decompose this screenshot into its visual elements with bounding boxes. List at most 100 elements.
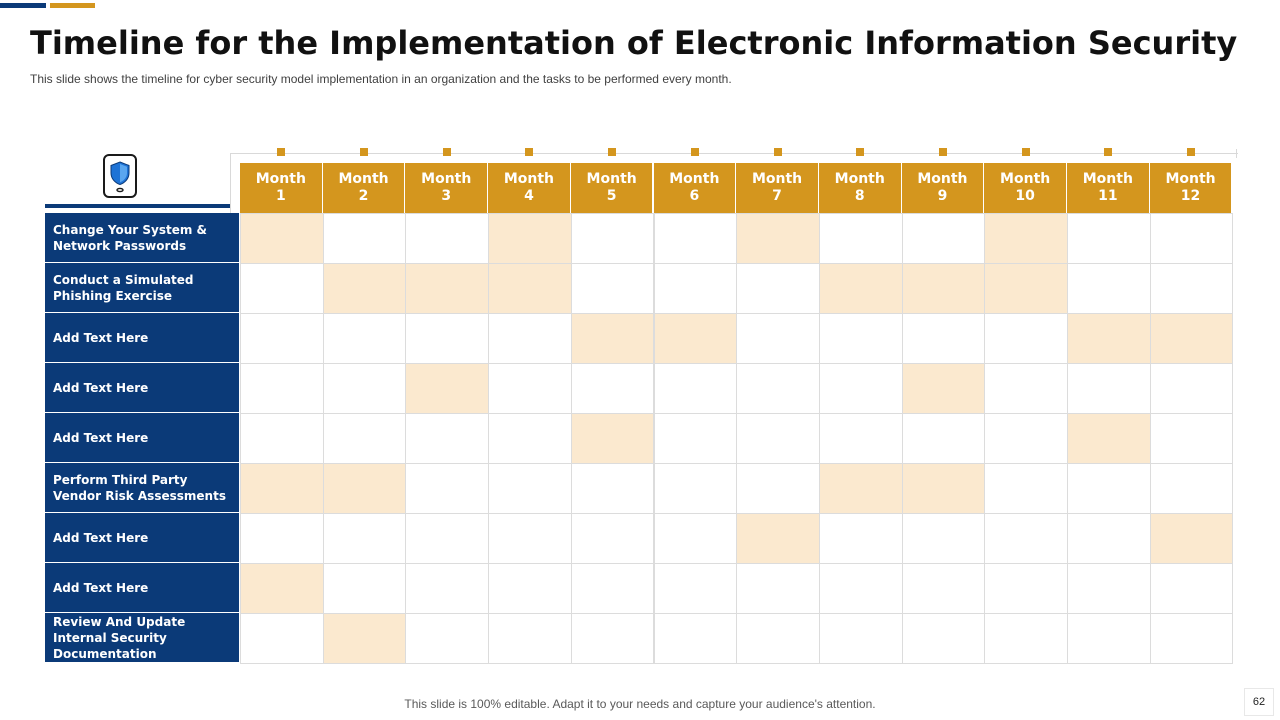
schedule-cell [736,363,820,414]
month-header: Month 6 [653,163,737,213]
schedule-cell [240,313,324,364]
timeline-marker [277,148,286,156]
schedule-cell [818,613,903,664]
schedule-cell [736,413,820,464]
schedule-cell [570,213,655,264]
schedule-cell-active [488,213,572,264]
schedule-cell-active [322,263,407,314]
schedule-cell [1149,613,1234,664]
month-label: Month [751,171,803,187]
timeline-marker [1104,148,1113,156]
schedule-cell-active [1067,313,1151,364]
month-header: Month 2 [322,163,406,213]
month-label: Month [586,171,637,187]
schedule-cell [405,563,490,614]
timeline-marker [1021,148,1030,156]
schedule-cell-active [570,313,655,364]
schedule-cell [1067,563,1151,614]
schedule-cell [570,563,655,614]
schedule-cell [1149,363,1234,414]
schedule-cell-active [1149,513,1234,564]
task-label: Add Text Here [45,313,239,362]
timeline-marker [856,148,865,156]
schedule-cell [984,363,1068,414]
schedule-cell [818,563,903,614]
schedule-cell-active [322,463,407,514]
schedule-cell [984,513,1068,564]
schedule-cell [736,313,820,364]
schedule-cell-active [1149,313,1234,364]
footer-note: This slide is 100% editable. Adapt it to… [404,697,876,711]
month-number: 7 [772,188,782,204]
month-header: Month 8 [818,163,902,213]
schedule-cell [901,313,986,364]
schedule-cell [322,313,407,364]
schedule-cell [1067,513,1151,564]
schedule-cell [818,363,903,414]
month-label: Month [1000,171,1051,187]
schedule-cell [1067,363,1151,414]
schedule-cell [322,363,407,414]
month-number: 5 [606,188,617,204]
schedule-cell [488,363,572,414]
schedule-cell [240,513,324,564]
month-number: 4 [524,188,534,204]
month-label: Month [834,171,885,187]
schedule-cell-active [736,213,820,264]
month-number: 12 [1180,188,1201,204]
schedule-cell-active [818,263,903,314]
schedule-cell [901,413,986,464]
schedule-cell-active [240,463,324,514]
schedule-cell-active [488,263,572,314]
schedule-cell [570,363,655,414]
schedule-cell [1149,563,1234,614]
schedule-cell [653,513,738,564]
schedule-cell [901,563,986,614]
schedule-cell-active [653,313,738,364]
month-header: Month 9 [901,163,985,213]
schedule-cell [653,613,738,664]
schedule-cell [984,563,1068,614]
month-header: Month 4 [488,163,571,213]
schedule-cell [570,263,655,314]
schedule-cell-active [322,613,407,664]
timeline-marker [442,148,451,156]
schedule-cell [736,463,820,514]
page-number: 62 [1244,688,1274,716]
schedule-cell-active [901,263,986,314]
schedule-cell [818,213,903,264]
timeline-marker [690,148,699,156]
schedule-cell-active [405,263,490,314]
shield-phone-icon [100,153,140,199]
schedule-cell [653,213,738,264]
schedule-cell [405,613,490,664]
task-label: Add Text Here [45,413,239,462]
schedule-cell [488,413,572,464]
month-label: Month [503,171,555,187]
timeline-marker [938,148,947,156]
timeline-rail-end [1236,149,1237,158]
schedule-cell [653,413,738,464]
month-header: Month 11 [1067,163,1150,213]
icon-underline [45,204,230,208]
task-label: Add Text Here [45,563,239,612]
schedule-cell-active [901,363,986,414]
schedule-cell-active [984,213,1068,264]
schedule-cell-active [1067,413,1151,464]
timeline-marker [773,148,782,156]
month-label: Month [917,171,968,187]
schedule-cell [818,313,903,364]
month-label: Month [338,171,389,187]
month-header: Month 1 [240,163,323,213]
accent-bar-gold [50,3,95,8]
schedule-cell [240,413,324,464]
schedule-cell [322,563,407,614]
task-label: Add Text Here [45,513,239,562]
schedule-cell [901,513,986,564]
schedule-cell [240,263,324,314]
month-header: Month 3 [405,163,489,213]
schedule-cell [405,213,490,264]
schedule-cell [488,513,572,564]
schedule-cell [901,213,986,264]
schedule-cell [322,213,407,264]
